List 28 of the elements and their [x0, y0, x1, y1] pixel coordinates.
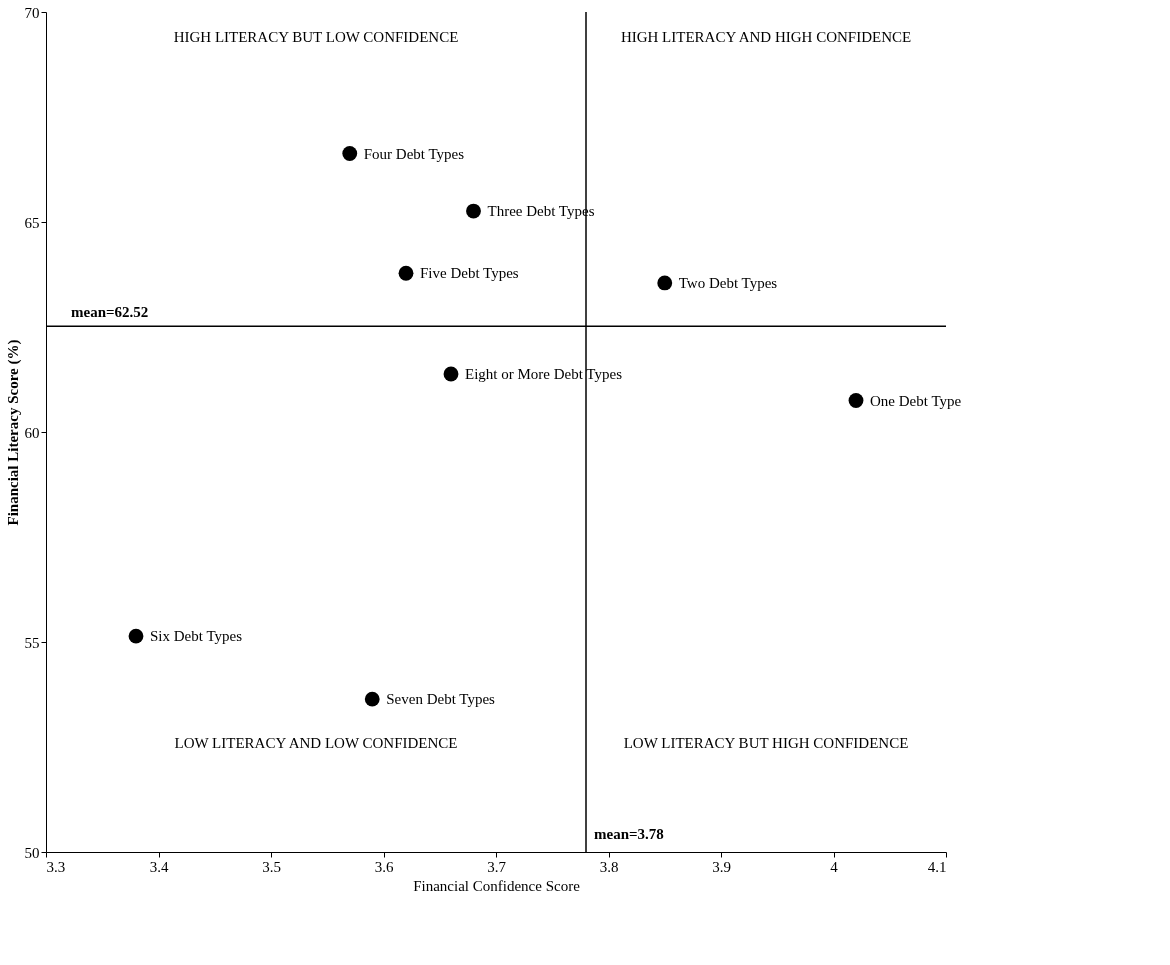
y-tick-label: 65: [24, 214, 40, 231]
series-label: One Debt Type: [870, 392, 962, 409]
y-tick-label: 50: [24, 844, 40, 861]
series-label: Five Debt Types: [420, 265, 519, 282]
series-label: Two Debt Types: [678, 274, 778, 291]
x-tick-label: 3.9: [712, 858, 731, 875]
x-tick-label: 3.8: [599, 858, 619, 875]
x-axis-title: Financial Confidence Score: [413, 877, 581, 894]
x-tick-label: 3.5: [262, 858, 281, 875]
y-tick-label: 60: [24, 424, 40, 441]
series-label: Six Debt Types: [150, 628, 243, 645]
y-tick-label: 70: [24, 4, 40, 21]
series-label: Seven Debt Types: [386, 691, 496, 708]
x-tick-label: 3.3: [46, 858, 66, 875]
x-tick-label: 3.4: [149, 858, 169, 875]
x-tick-label: 4.1: [927, 858, 947, 875]
x-tick-label: 3.6: [374, 858, 394, 875]
annotation: HIGH LITERACY BUT LOW CONFIDENCE: [173, 29, 459, 46]
annotation: LOW LITERACY BUT HIGH CONFIDENCE: [623, 734, 909, 751]
ref-line-label: mean=3.78: [594, 826, 664, 842]
y-axis-title: Financial Literacy Score (%): [4, 339, 22, 526]
x-tick-label: 4: [830, 858, 839, 875]
series-label: Four Debt Types: [363, 145, 465, 162]
ref-line-label: mean=62.52: [71, 304, 149, 321]
y-tick-label: 55: [24, 634, 40, 651]
x-tick-label: 3.7: [487, 858, 507, 875]
annotation: HIGH LITERACY AND HIGH CONFIDENCE: [620, 29, 912, 46]
annotation: LOW LITERACY AND LOW CONFIDENCE: [174, 734, 458, 751]
